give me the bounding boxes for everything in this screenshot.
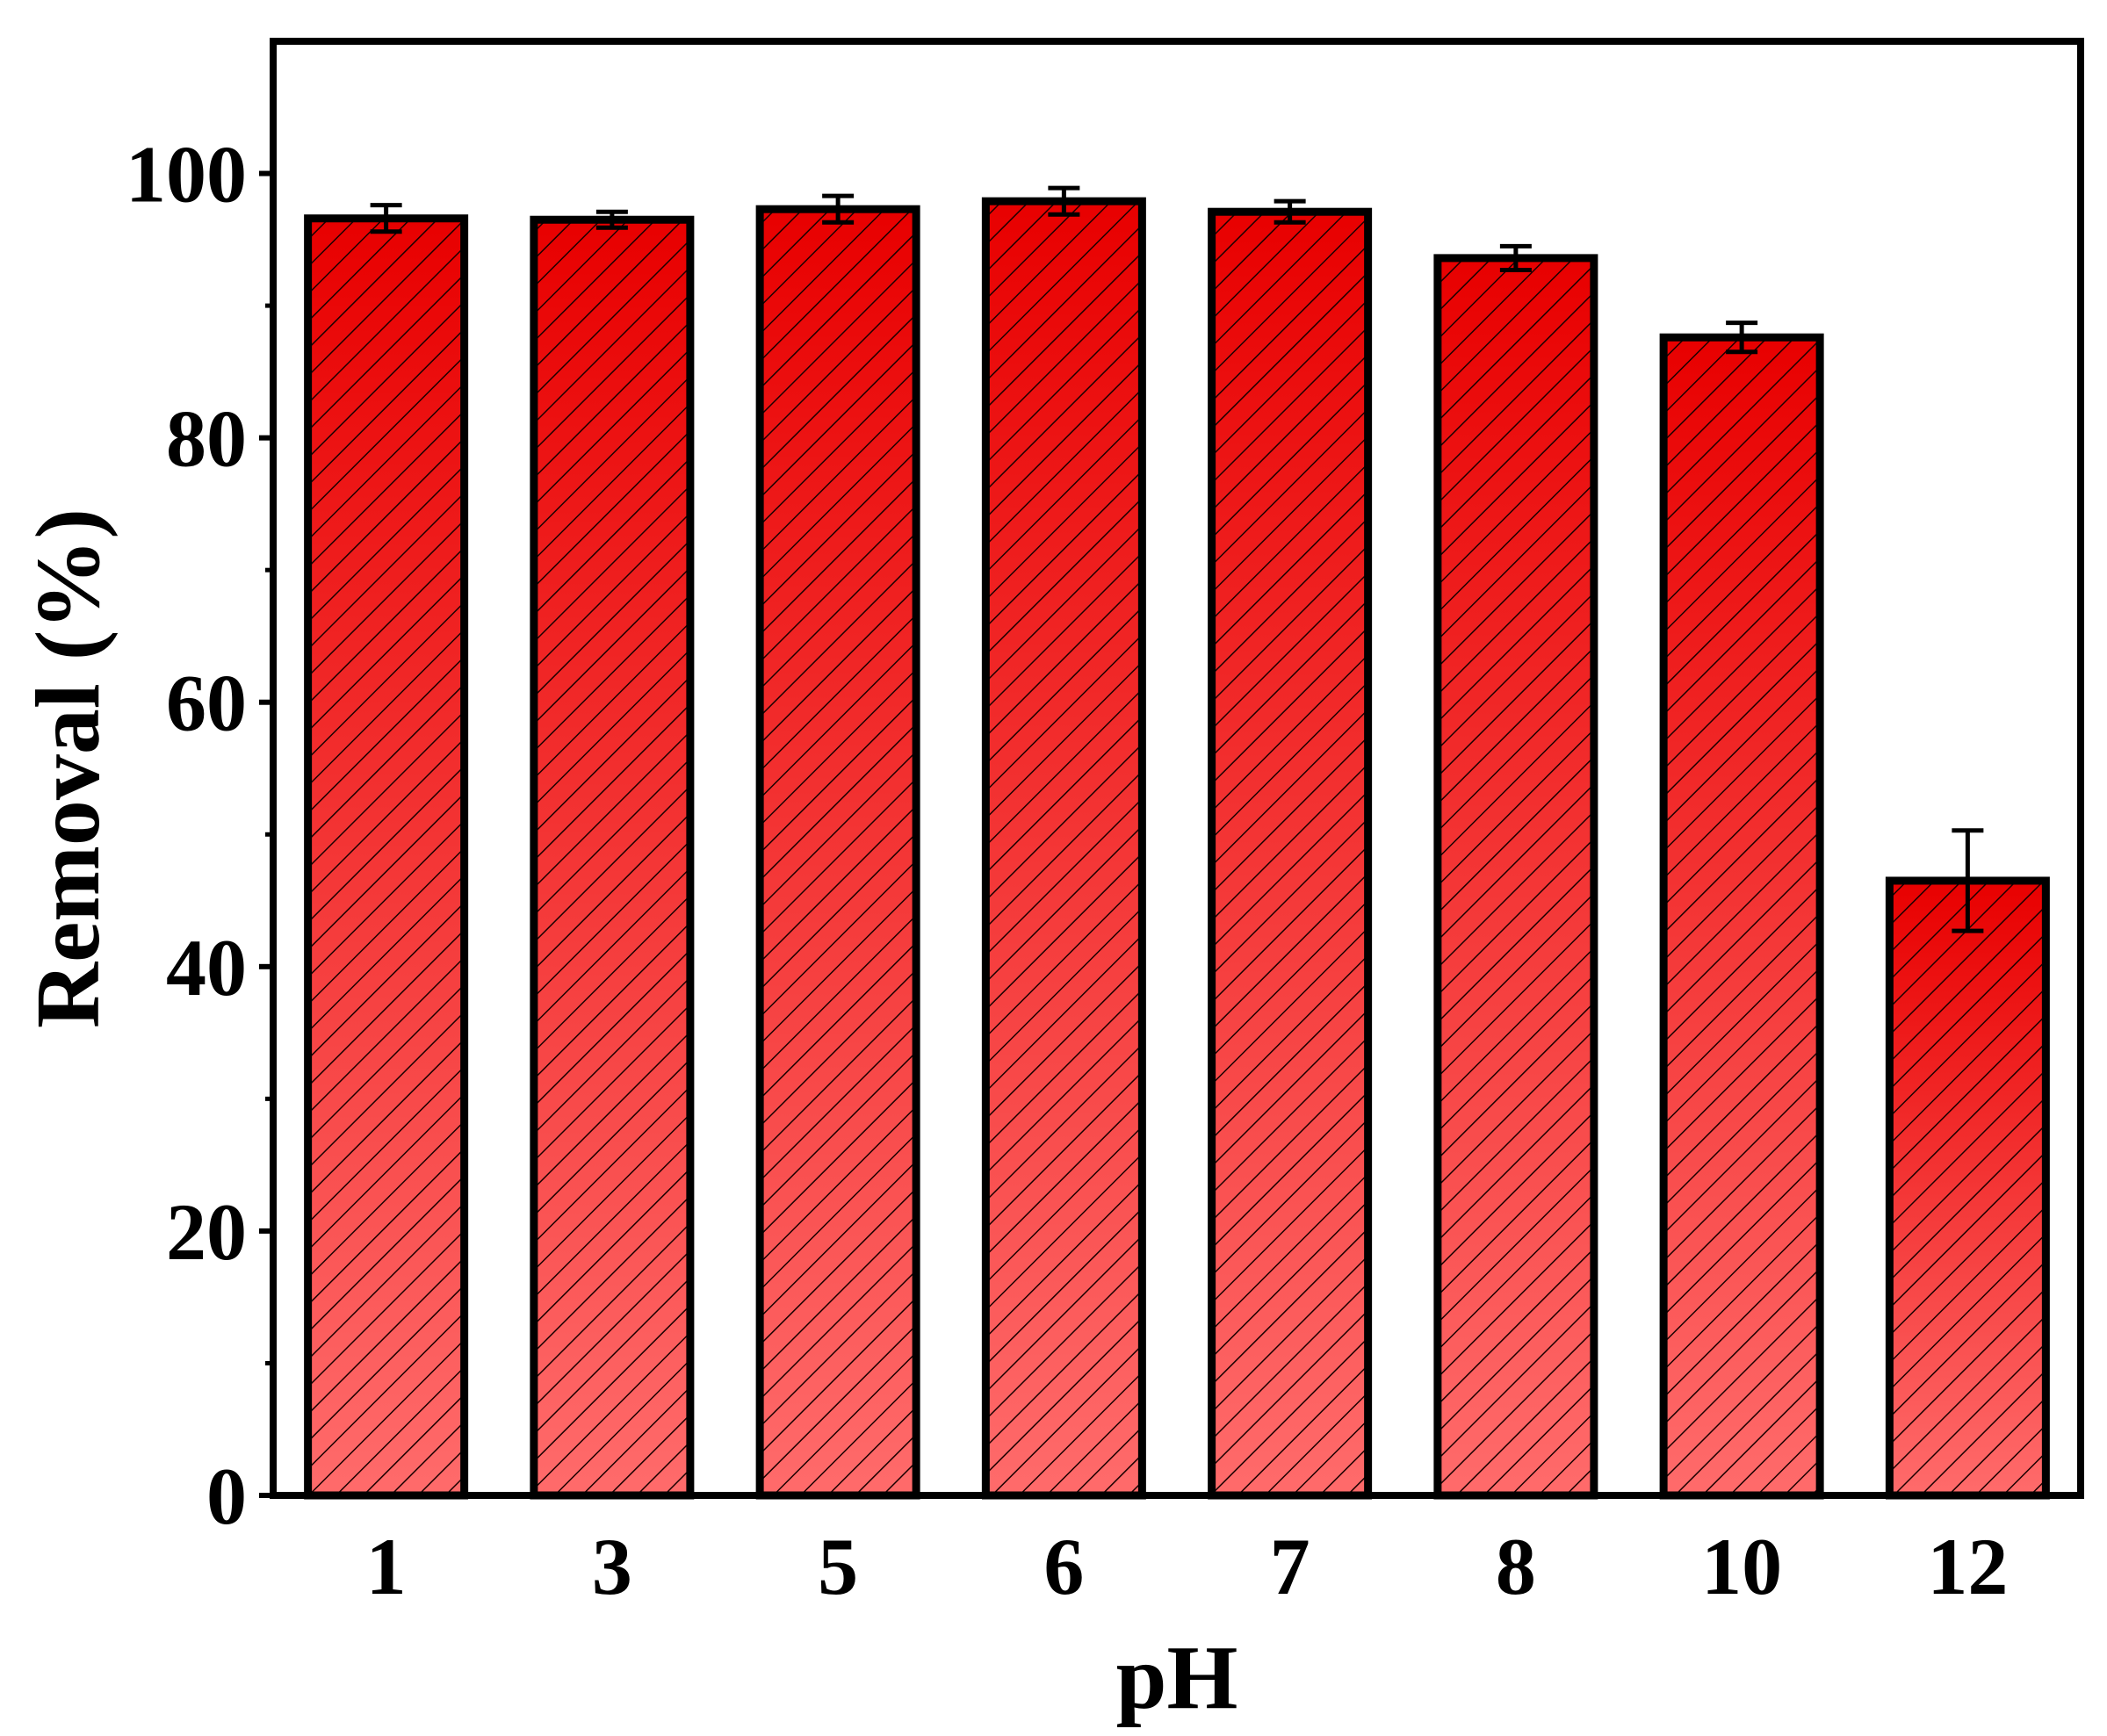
- x-tick-label-6: 6: [1043, 1522, 1084, 1611]
- x-tick-label-8: 8: [1496, 1522, 1536, 1611]
- bar-3: [530, 215, 695, 1500]
- error-bar-1: [370, 203, 402, 234]
- error-bar-5: [822, 193, 855, 225]
- x-tick-label-7: 7: [1270, 1522, 1310, 1611]
- error-bar-7: [1274, 198, 1306, 225]
- x-axis-title: pH: [1116, 1627, 1238, 1728]
- bar-7: [1208, 207, 1373, 1500]
- bar-1: [304, 214, 469, 1500]
- x-tick-label-5: 5: [818, 1522, 858, 1611]
- error-bar-12: [1952, 828, 1984, 933]
- y-tick-label-20: 20: [166, 1187, 247, 1277]
- error-bar-8: [1499, 243, 1532, 272]
- y-axis-title: Removal (%): [18, 508, 119, 1028]
- bar-10: [1659, 333, 1824, 1500]
- x-tick-label-10: 10: [1701, 1522, 1782, 1611]
- x-tick-label-1: 1: [366, 1522, 407, 1611]
- error-bar-10: [1726, 321, 1758, 355]
- y-tick-label-0: 0: [206, 1451, 247, 1541]
- error-bar-6: [1048, 185, 1080, 217]
- y-tick-label-100: 100: [126, 130, 247, 220]
- x-tick-label-12: 12: [1927, 1522, 2008, 1611]
- bar-12: [1885, 876, 2050, 1500]
- x-tick-label-3: 3: [592, 1522, 632, 1611]
- error-bar-3: [595, 209, 628, 230]
- plot-frame: [270, 38, 2084, 1499]
- bar-8: [1433, 254, 1598, 1500]
- y-tick-label-40: 40: [166, 923, 247, 1012]
- bar-5: [755, 205, 920, 1500]
- bar-6: [981, 197, 1146, 1500]
- y-tick-label-60: 60: [166, 659, 247, 748]
- y-tick-label-80: 80: [166, 394, 247, 484]
